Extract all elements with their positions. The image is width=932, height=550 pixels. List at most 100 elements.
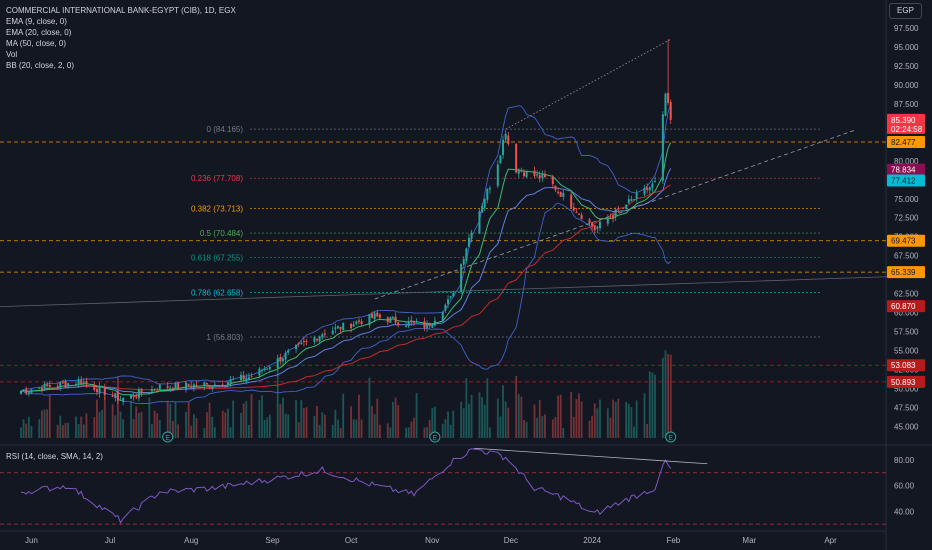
legend-volume[interactable]: Vol [6,50,18,59]
legend-ema20[interactable]: EMA (20, close, 0) [6,28,72,37]
candle-body [488,187,491,190]
candle-body [486,188,489,200]
volume-bar [376,398,379,438]
volume-bar [525,421,528,438]
candle-body [536,174,539,176]
price-axis-tick: 92.500 [894,62,919,71]
time-axis-tick: Oct [345,536,358,545]
candle-body [520,170,523,172]
candle-body [56,385,59,387]
candle-body [447,299,450,304]
volume-bar [156,413,159,438]
price-axis-badge [887,135,925,148]
candle-body [140,388,143,394]
candle-body [334,327,337,329]
volume-bar [599,399,601,438]
earnings-marker [429,431,441,443]
time-axis-tick: Dec [504,536,518,545]
volume-bar [177,424,180,438]
candle-body [428,324,431,327]
volume-bar [206,412,208,438]
candle-body [541,174,544,179]
fib-level-label: 0.618 (67.255) [191,254,243,263]
volume-bar [276,371,279,438]
bollinger-lower-line [20,202,671,404]
candle-body [360,321,363,325]
candle-body [95,389,98,393]
volume-bar [98,411,101,438]
volume-bar [554,417,557,438]
candle-body [85,381,88,384]
candle-body [496,164,499,187]
volume-bar [211,416,214,438]
symbol-title[interactable]: COMMERCIAL INTERNATIONAL BANK-EGYPT (CIB… [6,6,236,15]
volume-bar [30,426,33,438]
candle-body [208,385,211,388]
volume-bar [499,416,502,438]
rsi-legend[interactable]: RSI (14, close, SMA, 14, 2) [6,452,103,461]
candles [19,39,672,406]
candle-body [59,382,62,387]
volume-bar [572,416,575,438]
candle-body [669,102,672,120]
candle-body [633,199,636,201]
legend-ma50[interactable]: MA (50, close, 0) [6,39,67,48]
currency-button[interactable]: EGP [889,3,922,19]
volume-bar [452,410,455,438]
candle-body [321,334,324,338]
volume-bar [172,420,174,438]
volume-bar [48,394,51,438]
candle-body [352,324,355,327]
price-axis-tick: 45.000 [894,423,919,432]
volume-bar [562,427,565,438]
legend-bollinger[interactable]: BB (20, close, 2, 0) [6,61,75,70]
price-axis-tick: 60.000 [894,309,919,318]
candle-body [557,191,560,193]
legend-ema9[interactable]: EMA (9, close, 0) [6,17,67,26]
time-axis-tick: Nov [425,536,439,545]
rsi-divergence-line [474,447,708,465]
volume-bar [82,424,85,438]
candle-body [336,326,339,329]
volume-bar [465,378,468,438]
candle-body [245,378,248,382]
price-axis-tick: 55.000 [894,347,919,356]
time-axis-tick: Jun [25,536,38,545]
volume-bar [203,427,206,438]
candle-body [258,368,261,376]
volume-bar [229,427,232,438]
volume-bar [279,403,282,438]
price-axis-tick: 75.000 [894,195,919,204]
volume-bar [227,408,229,438]
earnings-marker-label: E [668,435,673,442]
volume-bar [580,401,583,438]
candle-body [40,387,43,391]
volume-bar [651,372,654,438]
time-axis-tick: Feb [666,536,680,545]
candle-body [137,389,140,399]
candle-body [355,321,358,324]
candle-body [93,384,96,390]
candle-body [397,322,400,326]
price-axis-tick: 72.500 [894,214,919,223]
volume-bar [635,400,638,438]
candle-body [205,383,208,385]
time-axis-tick: Apr [824,536,837,545]
volume-bar [654,374,656,438]
price-axis-tick: 47.500 [894,404,919,413]
volume-bar [77,424,80,438]
candle-body [504,133,507,140]
volume-bar [258,400,261,438]
candle-body [444,304,447,311]
volume-bar [287,414,290,438]
volume-bar [559,394,562,438]
candle-body [232,379,235,381]
volume-bar [342,393,345,438]
candle-body [195,384,198,386]
candle-body [135,396,138,398]
volume-bar [625,401,628,438]
volume-bar [114,415,117,438]
candle-body [22,389,25,391]
